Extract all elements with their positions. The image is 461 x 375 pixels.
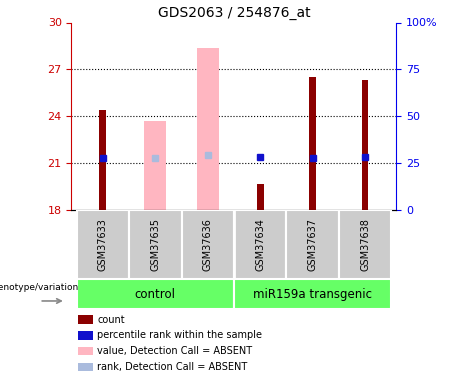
Text: GSM37636: GSM37636 <box>203 218 213 271</box>
Text: GSM37637: GSM37637 <box>307 218 318 272</box>
Text: GSM37634: GSM37634 <box>255 218 265 271</box>
Bar <box>182 210 234 279</box>
Text: value, Detection Call = ABSENT: value, Detection Call = ABSENT <box>97 346 253 356</box>
Text: percentile rank within the sample: percentile rank within the sample <box>97 330 262 340</box>
Bar <box>77 210 129 279</box>
Bar <box>286 210 339 279</box>
Bar <box>309 77 316 210</box>
Bar <box>361 80 368 210</box>
Bar <box>144 121 166 210</box>
Bar <box>100 110 106 210</box>
Bar <box>77 279 234 309</box>
Text: GSM37635: GSM37635 <box>150 218 160 272</box>
Text: count: count <box>97 315 125 324</box>
Text: genotype/variation: genotype/variation <box>0 283 79 292</box>
Text: GSM37638: GSM37638 <box>360 218 370 271</box>
Text: GSM37633: GSM37633 <box>98 218 108 271</box>
Bar <box>234 210 286 279</box>
Bar <box>339 210 391 279</box>
Title: GDS2063 / 254876_at: GDS2063 / 254876_at <box>158 6 310 20</box>
Bar <box>129 210 182 279</box>
Bar <box>78 331 93 340</box>
Bar <box>257 184 264 210</box>
Bar <box>78 363 93 371</box>
Text: rank, Detection Call = ABSENT: rank, Detection Call = ABSENT <box>97 362 248 372</box>
Bar <box>197 48 219 210</box>
Text: miR159a transgenic: miR159a transgenic <box>253 288 372 301</box>
Bar <box>234 279 391 309</box>
Bar <box>78 315 93 324</box>
Bar <box>78 347 93 355</box>
Text: control: control <box>135 288 176 301</box>
